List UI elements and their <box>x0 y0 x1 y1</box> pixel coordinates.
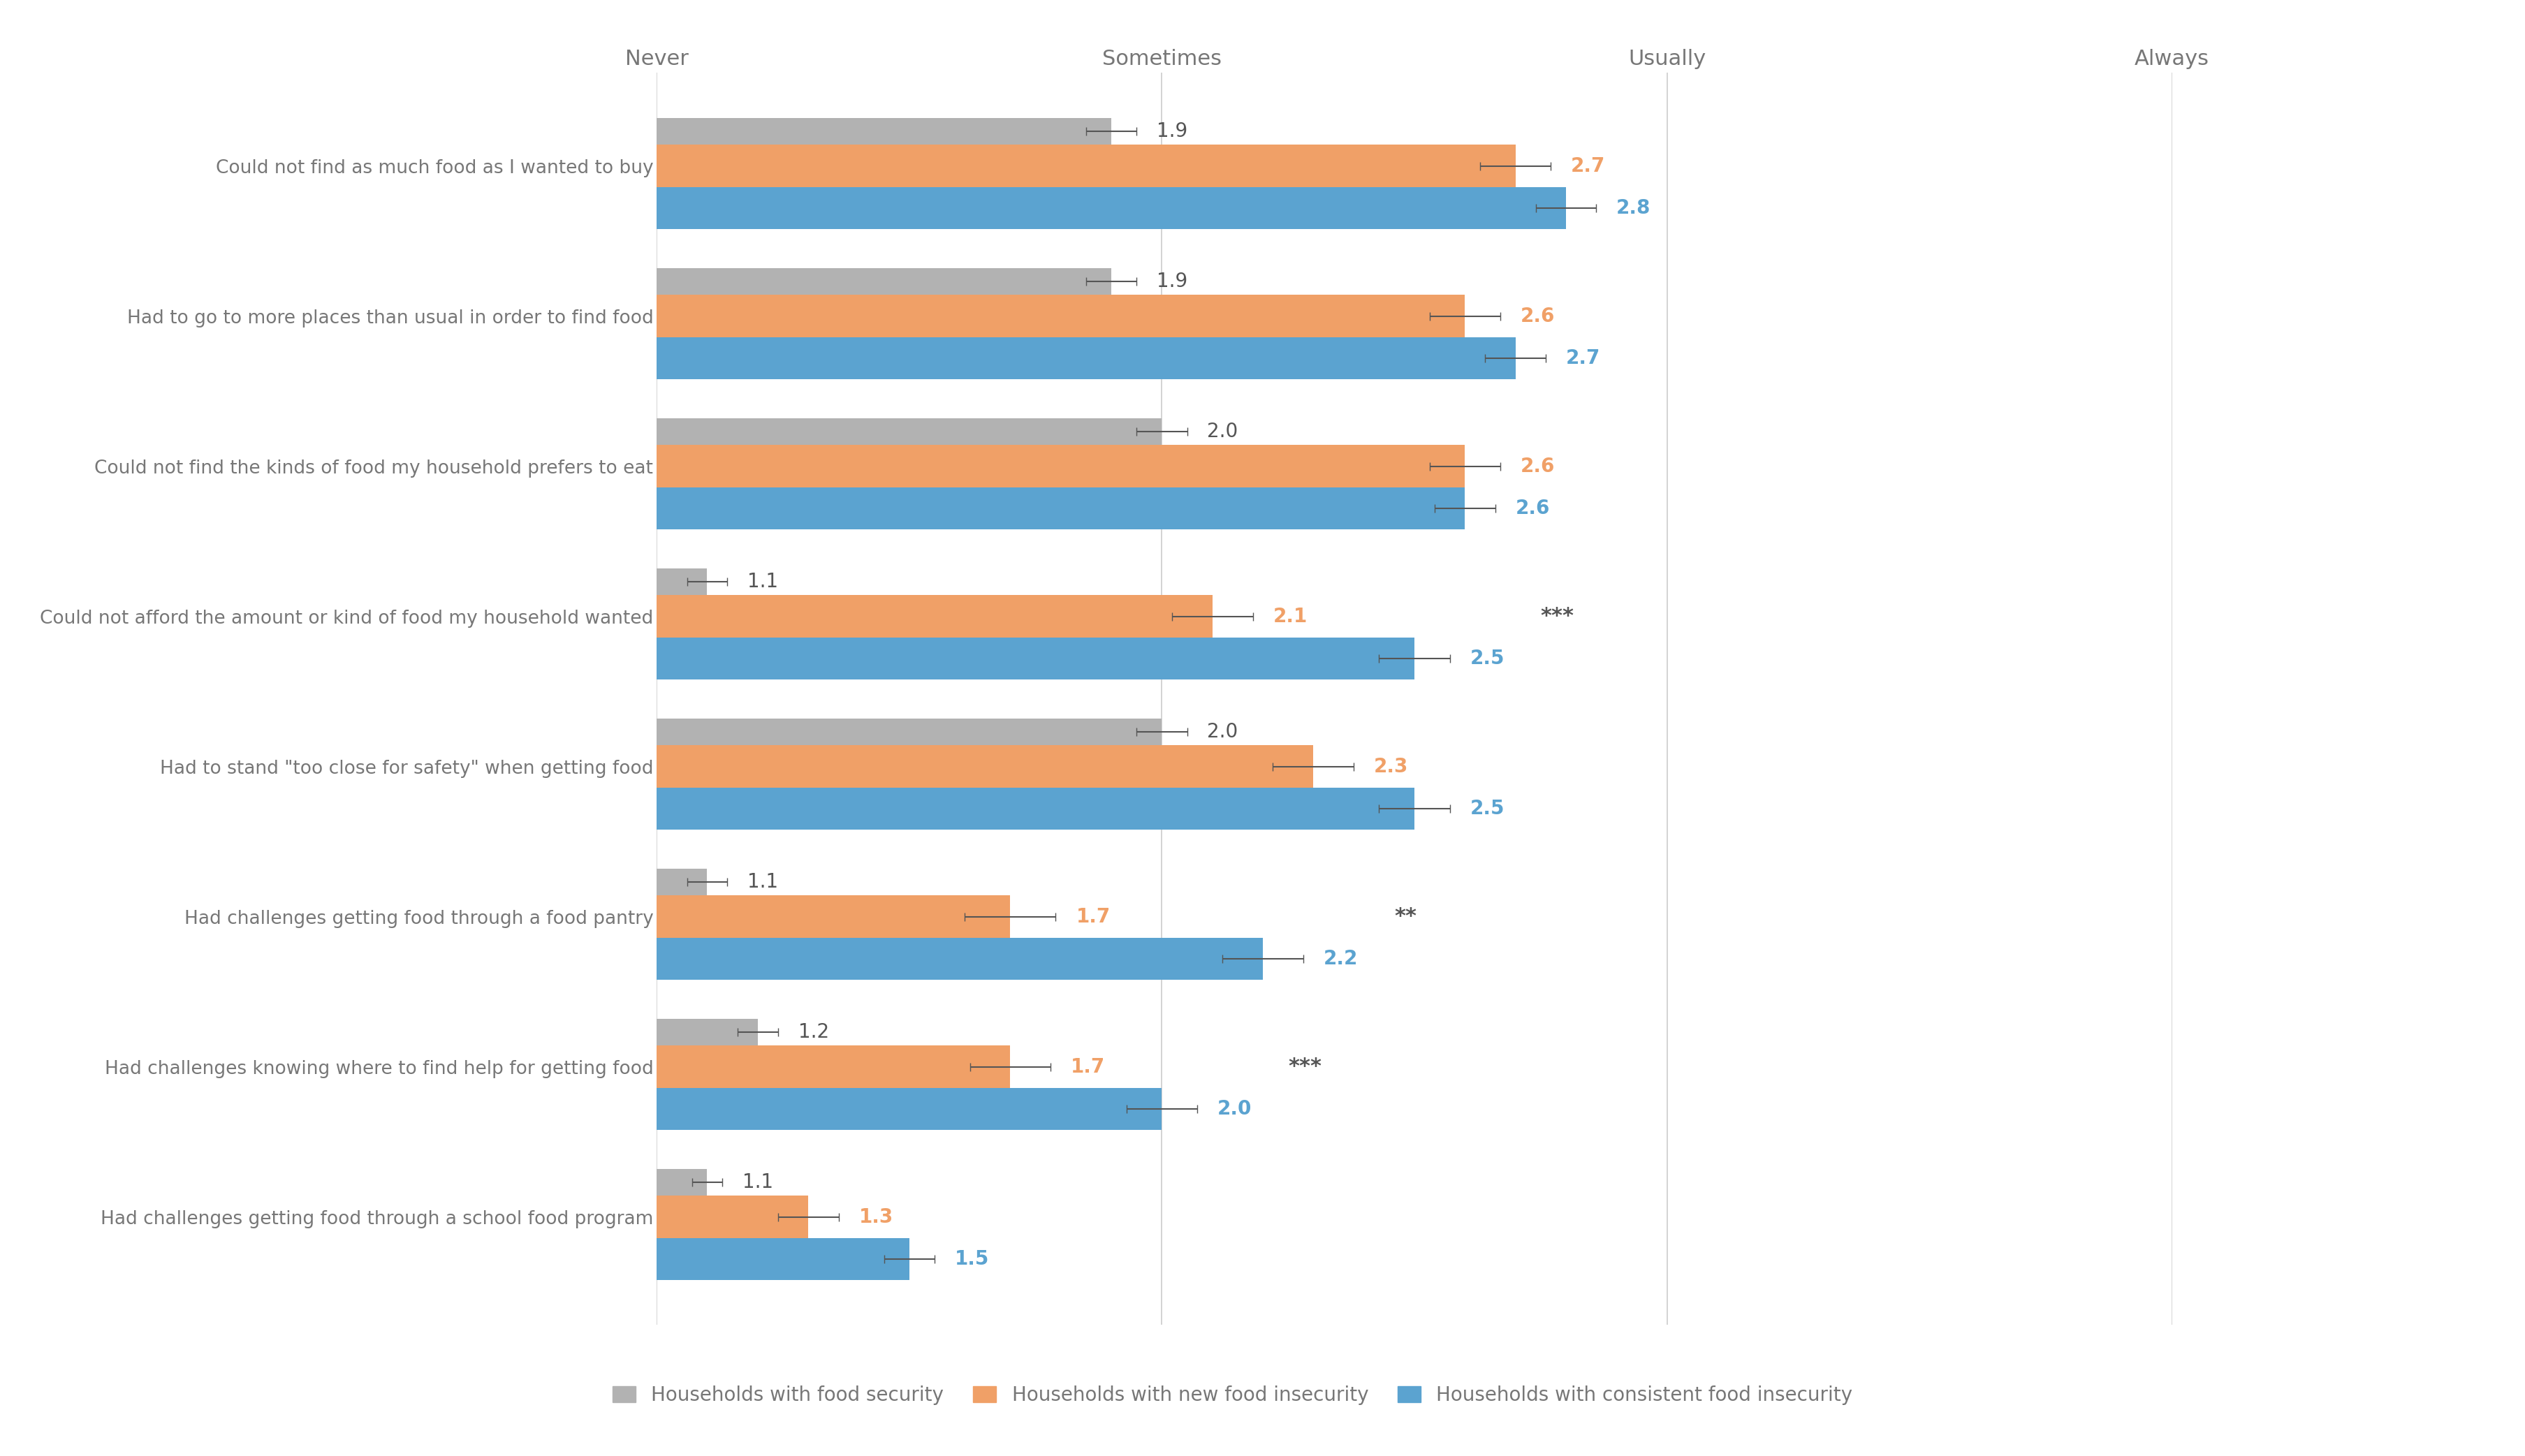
Bar <box>656 1195 808 1238</box>
Bar <box>656 144 1515 186</box>
Text: 2.2: 2.2 <box>1323 949 1358 968</box>
Text: 2.7: 2.7 <box>1571 156 1606 176</box>
Text: 2.0: 2.0 <box>1207 422 1237 441</box>
Text: ***: *** <box>1288 1057 1321 1077</box>
Text: 2.5: 2.5 <box>1470 648 1505 668</box>
Bar <box>656 718 1162 745</box>
Text: 2.6: 2.6 <box>1520 306 1555 326</box>
Bar <box>656 118 1111 144</box>
Bar <box>656 869 707 895</box>
Bar <box>656 1019 758 1045</box>
Bar <box>656 296 1464 336</box>
Text: 2.0: 2.0 <box>1207 722 1237 741</box>
Bar <box>656 268 1111 296</box>
Bar <box>656 788 1414 830</box>
Bar <box>656 745 1313 788</box>
Bar <box>656 895 1010 938</box>
Bar <box>656 1169 707 1195</box>
Text: 2.8: 2.8 <box>1616 198 1651 218</box>
Text: 2.7: 2.7 <box>1566 348 1601 368</box>
Text: **: ** <box>1394 907 1417 926</box>
Text: 2.6: 2.6 <box>1520 456 1555 476</box>
Bar <box>656 568 707 596</box>
Text: ***: *** <box>1540 606 1573 626</box>
Text: 1.7: 1.7 <box>1071 1057 1106 1076</box>
Text: 1.2: 1.2 <box>798 1022 828 1042</box>
Text: 2.5: 2.5 <box>1470 799 1505 818</box>
Bar <box>656 336 1515 379</box>
Bar <box>656 186 1565 229</box>
Bar <box>656 1045 1010 1088</box>
Text: 2.1: 2.1 <box>1273 607 1308 626</box>
Bar <box>656 418 1162 446</box>
Bar <box>656 488 1464 529</box>
Text: 1.3: 1.3 <box>858 1207 894 1226</box>
Bar <box>656 638 1414 680</box>
Text: 2.6: 2.6 <box>1515 498 1550 518</box>
Bar <box>656 446 1464 488</box>
Text: 1.9: 1.9 <box>1156 122 1187 141</box>
Text: 1.1: 1.1 <box>742 1172 773 1192</box>
Text: 2.0: 2.0 <box>1217 1099 1252 1118</box>
Bar <box>656 938 1262 980</box>
Text: 1.5: 1.5 <box>954 1249 990 1268</box>
Text: 1.1: 1.1 <box>747 572 778 591</box>
Bar <box>656 596 1212 638</box>
Text: 2.3: 2.3 <box>1374 757 1409 776</box>
Text: 1.7: 1.7 <box>1076 907 1111 926</box>
Text: 1.9: 1.9 <box>1156 272 1187 291</box>
Bar <box>656 1238 909 1280</box>
Legend: Households with food security, Households with new food insecurity, Households w: Households with food security, Household… <box>603 1377 1861 1412</box>
Bar <box>656 1088 1162 1130</box>
Text: 1.1: 1.1 <box>747 872 778 893</box>
